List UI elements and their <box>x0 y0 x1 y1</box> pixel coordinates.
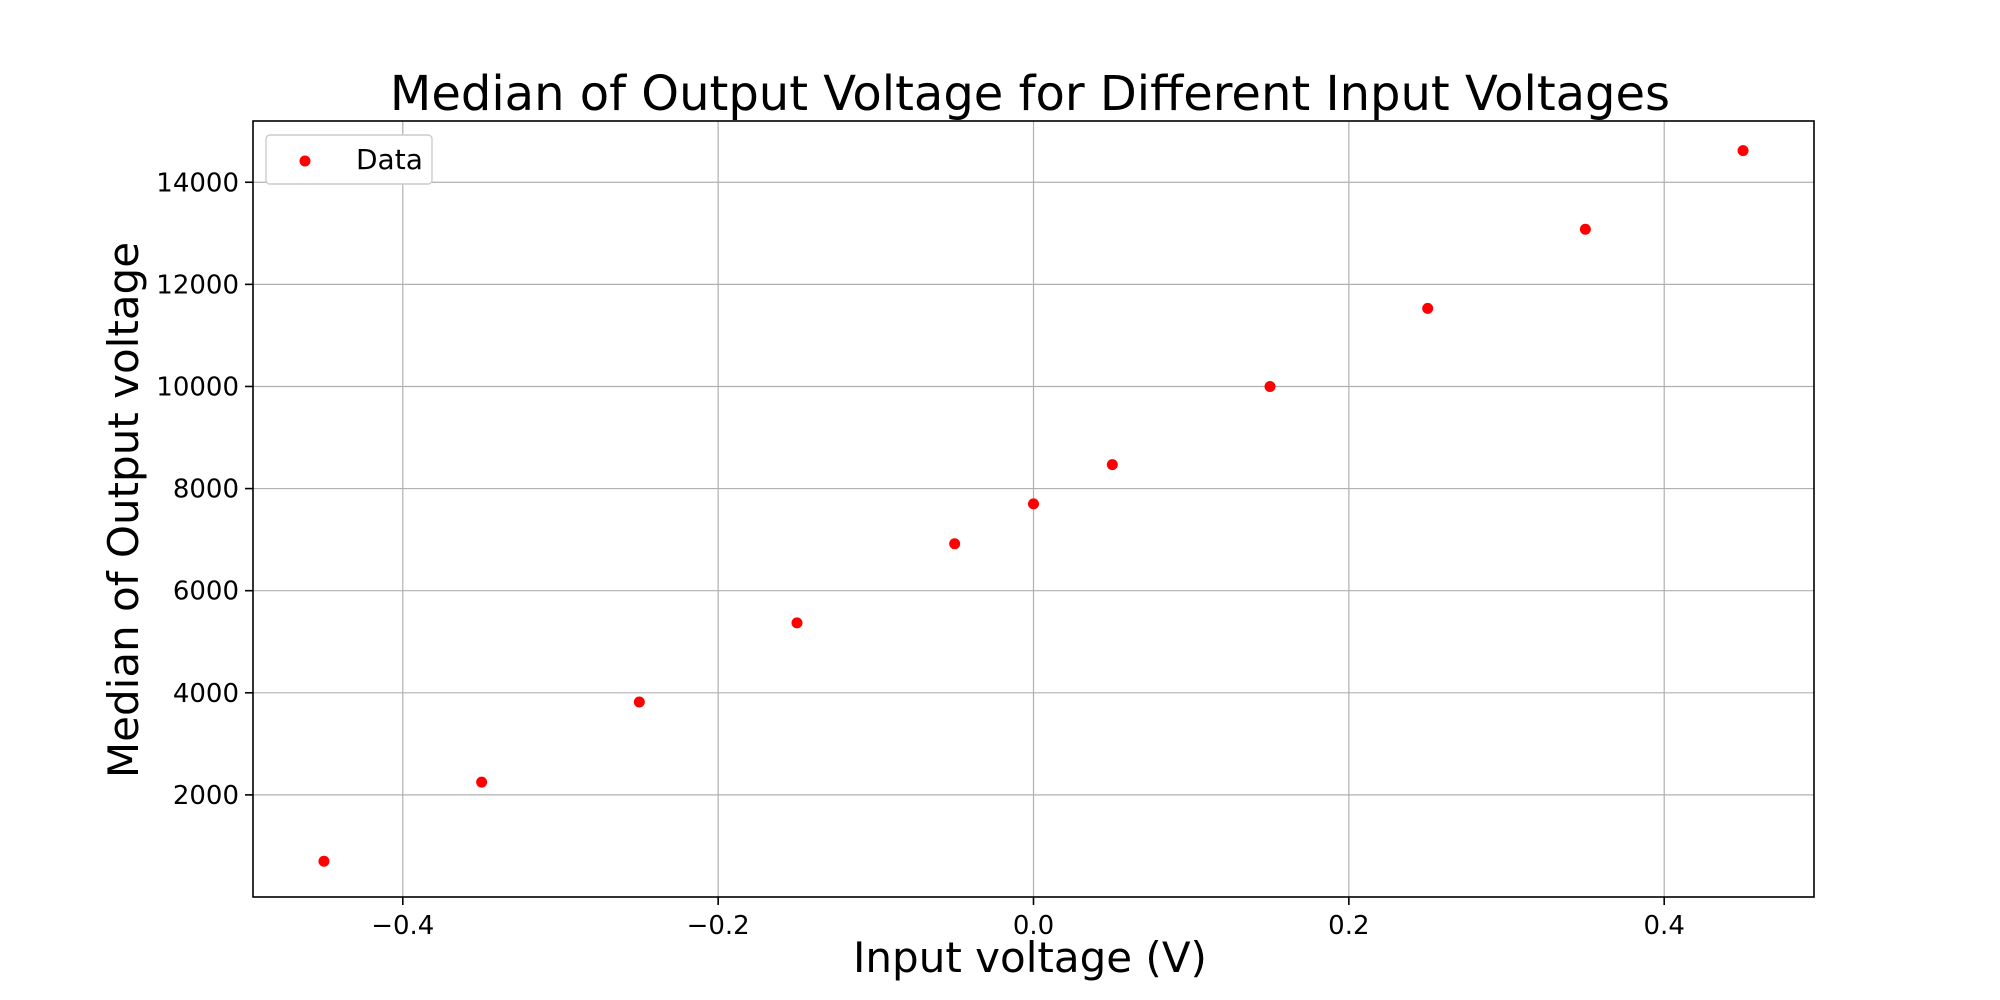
y-tick-label: 12000 <box>156 270 239 300</box>
x-tick-label: 0.0 <box>1013 911 1054 941</box>
y-tick-label: 4000 <box>173 679 239 709</box>
y-tick-label: 8000 <box>173 475 239 505</box>
y-axis-title: Median of Output voltage <box>99 242 148 778</box>
x-tick-label: −0.4 <box>371 911 434 941</box>
data-points <box>318 145 1749 867</box>
grid-lines <box>253 121 1814 897</box>
x-tick-label: −0.2 <box>687 911 750 941</box>
data-point <box>1737 145 1749 157</box>
data-point <box>476 776 488 788</box>
x-tick-label: 0.2 <box>1328 911 1369 941</box>
data-point <box>1422 302 1434 314</box>
data-point <box>1579 223 1591 235</box>
legend: Data <box>265 134 433 185</box>
legend-box <box>265 134 433 185</box>
chart-title: Median of Output Voltage for Different I… <box>390 66 1670 122</box>
y-tick-label: 14000 <box>156 168 239 198</box>
legend-marker <box>299 155 311 167</box>
y-tick-label: 2000 <box>173 781 239 811</box>
x-tick-label: 0.4 <box>1644 911 1685 941</box>
data-point <box>318 855 330 867</box>
data-point <box>1106 459 1118 471</box>
tick-labels: −0.4 −0.2 0.0 0.2 0.4 2000 4000 6000 8000 10000 12… <box>156 168 1685 941</box>
x-axis-title: Input voltage (V) <box>853 933 1207 982</box>
axis-ticks <box>245 181 1666 905</box>
y-tick-label: 10000 <box>156 372 239 402</box>
data-point <box>1264 380 1276 392</box>
data-point <box>949 538 961 550</box>
legend-label: Data <box>356 143 423 176</box>
data-point <box>1028 498 1039 510</box>
data-point <box>633 696 645 708</box>
y-tick-label: 6000 <box>173 577 239 607</box>
data-point <box>791 617 803 629</box>
